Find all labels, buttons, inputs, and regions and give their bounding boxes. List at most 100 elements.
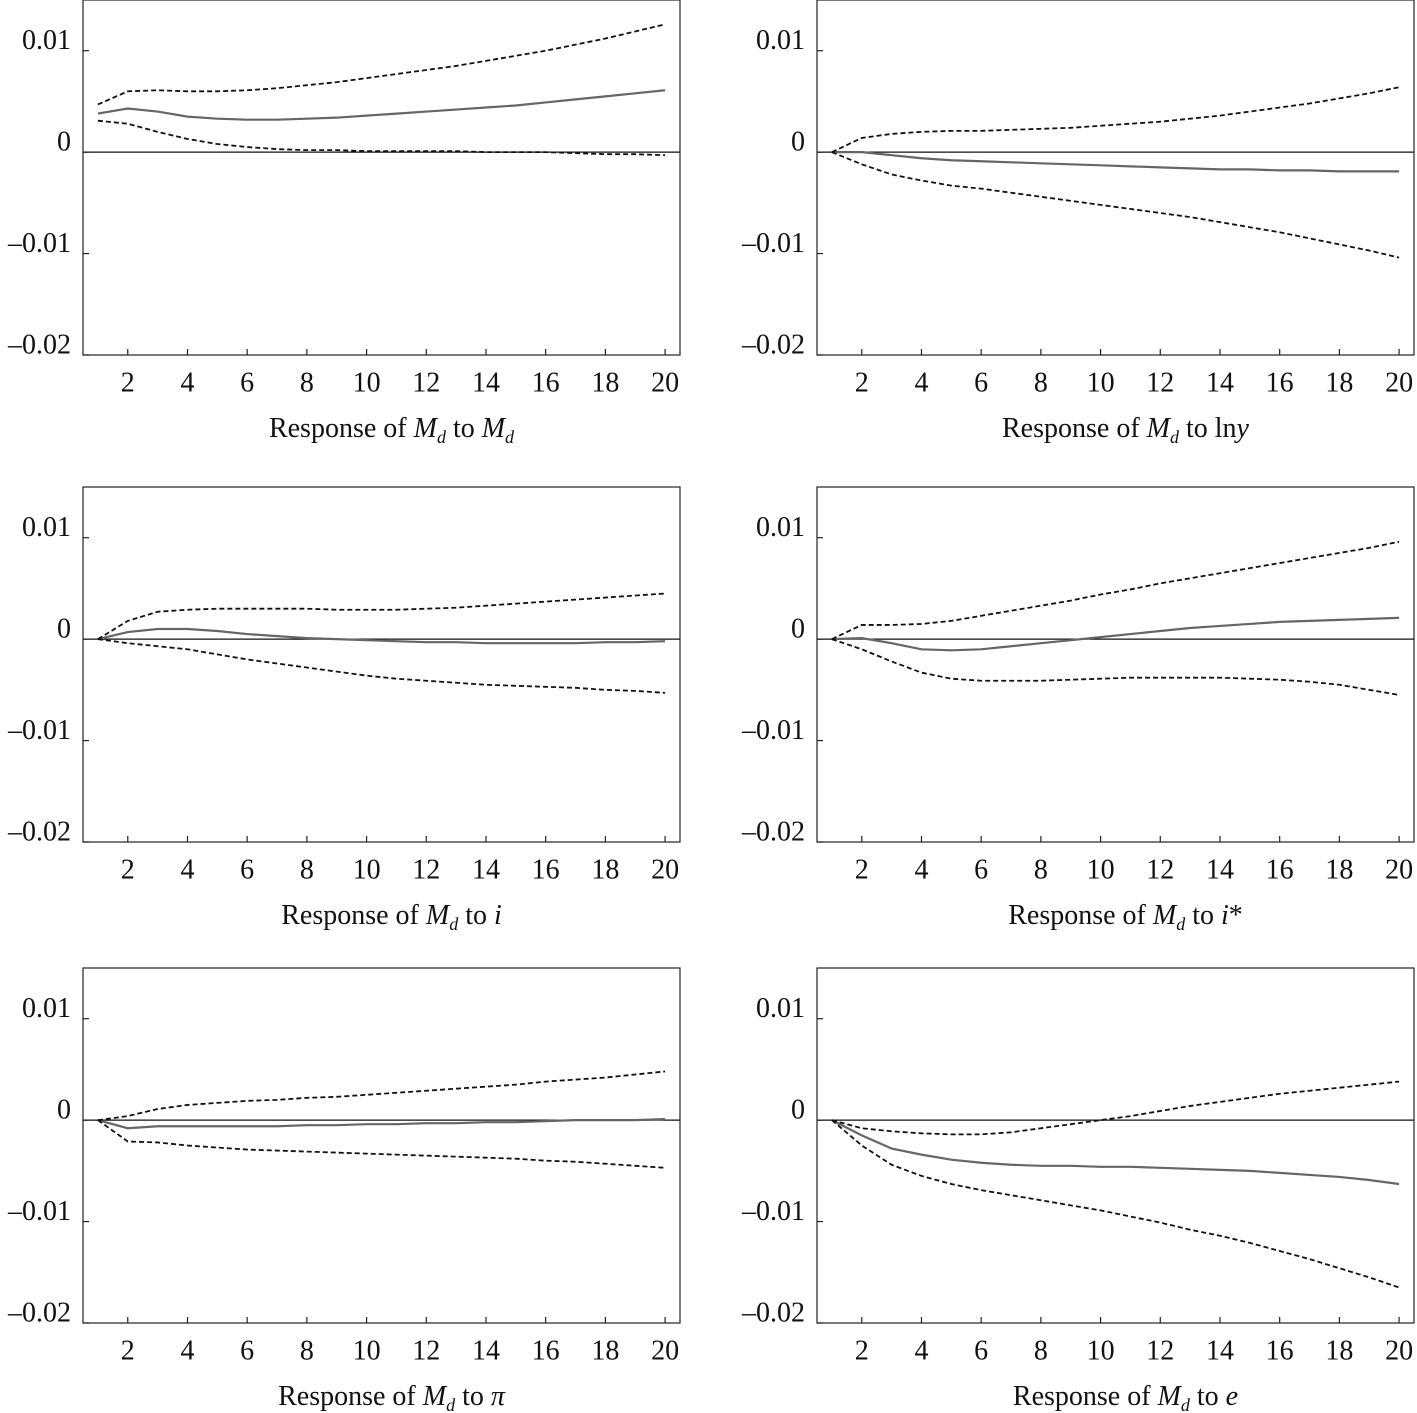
- x-tick-label: 18: [591, 1335, 619, 1366]
- x-tick-label: 14: [472, 1335, 500, 1366]
- x-tick-label: 16: [532, 854, 560, 885]
- x-tick-label: 20: [1385, 1335, 1413, 1366]
- confidence-band-line: [831, 86, 1400, 153]
- plot-frame: [816, 0, 1415, 356]
- y-tick-label: 0: [57, 614, 71, 645]
- panel: –0.02 –0.01 0 0.01 2 4 6 8 10 12 14 16 18 20 Response …: [741, 486, 1415, 934]
- x-tick-label: 2: [121, 1335, 135, 1366]
- x-tick-label: 14: [1206, 367, 1234, 398]
- confidence-band-line: [831, 540, 1400, 640]
- x-tick-label: 4: [180, 367, 194, 398]
- x-tick-label: 10: [353, 854, 381, 885]
- response-line: [831, 151, 1400, 173]
- response-line: [831, 616, 1400, 652]
- x-tick-label: 18: [591, 854, 619, 885]
- title-run: M: [1146, 413, 1172, 444]
- y-tick-label: –0.02: [741, 816, 805, 847]
- confidence-band-line: [831, 151, 1400, 259]
- panel: –0.02 –0.01 0 0.01 2 4 6 8 10 12 14 16 18 20 Response …: [741, 967, 1415, 1413]
- response-line: [97, 89, 666, 121]
- x-tick-label: 12: [412, 1335, 440, 1366]
- x-tick-label: 12: [412, 367, 440, 398]
- confidence-band-line: [831, 638, 1400, 696]
- x-tick-label: 6: [974, 367, 988, 398]
- title-run: M: [481, 413, 507, 444]
- title-run: Response of: [269, 413, 414, 444]
- response-line: [97, 627, 666, 645]
- y-tick-label: –0.02: [7, 1297, 71, 1328]
- title-run: d: [449, 914, 459, 934]
- y-tick-label: 0: [791, 614, 805, 645]
- title-run: to: [446, 413, 482, 444]
- title-run: d: [505, 427, 515, 447]
- x-tick-label: 18: [1325, 854, 1353, 885]
- plot-frame: [82, 486, 681, 843]
- x-tick-label: 12: [1146, 367, 1174, 398]
- panel: –0.02 –0.01 0 0.01 2 4 6 8 10 12 14 16 18 20 Response …: [7, 486, 681, 934]
- title-run: to ln: [1179, 413, 1237, 444]
- y-tick-label: –0.02: [7, 329, 71, 360]
- panel: –0.02 –0.01 0 0.01 2 4 6 8 10 12 14 16 18 20 Response …: [741, 0, 1415, 447]
- title-run: to: [1190, 1381, 1226, 1412]
- y-tick-label: 0.01: [756, 512, 805, 543]
- y-tick-label: 0.01: [22, 993, 71, 1024]
- title-run: e: [1226, 1381, 1238, 1412]
- x-tick-label: 14: [1206, 1335, 1234, 1366]
- panel: –0.02 –0.01 0 0.01 2 4 6 8 10 12 14 16 18 20 Response …: [7, 967, 681, 1413]
- confidence-band-line: [831, 1080, 1400, 1136]
- panel-title: Response of Md to Md: [269, 413, 515, 447]
- title-run: *: [1229, 900, 1243, 931]
- y-tick-label: –0.02: [7, 816, 71, 847]
- panel-title: Response of Md to π: [278, 1381, 506, 1413]
- x-tick-label: 14: [472, 367, 500, 398]
- y-tick-label: –0.01: [741, 715, 805, 746]
- title-run: M: [1157, 1381, 1183, 1412]
- x-tick-label: 18: [1325, 367, 1353, 398]
- x-tick-label: 6: [240, 1335, 254, 1366]
- x-tick-label: 8: [1034, 854, 1048, 885]
- x-tick-label: 14: [472, 854, 500, 885]
- x-tick-label: 8: [1034, 1335, 1048, 1366]
- panel-title: Response of Md to i*: [1008, 900, 1243, 934]
- plot-frame: [82, 0, 681, 356]
- x-tick-label: 4: [180, 1335, 194, 1366]
- x-tick-label: 20: [1385, 854, 1413, 885]
- x-tick-label: 16: [1266, 1335, 1294, 1366]
- y-tick-label: 0: [791, 127, 805, 158]
- title-run: M: [1152, 900, 1178, 931]
- x-tick-label: 10: [1087, 367, 1115, 398]
- x-tick-label: 4: [180, 854, 194, 885]
- plot-frame: [816, 967, 1415, 1324]
- x-tick-label: 16: [1266, 367, 1294, 398]
- response-line: [97, 1118, 666, 1130]
- y-tick-label: 0.01: [22, 512, 71, 543]
- title-run: d: [437, 427, 447, 447]
- x-tick-label: 20: [1385, 367, 1413, 398]
- confidence-band-line: [97, 1070, 666, 1122]
- title-run: d: [1181, 1395, 1191, 1413]
- x-tick-label: 6: [974, 854, 988, 885]
- x-tick-label: 20: [651, 367, 679, 398]
- y-tick-label: –0.01: [7, 1196, 71, 1227]
- plot-frame: [82, 967, 681, 1324]
- y-tick-label: –0.01: [741, 1196, 805, 1227]
- x-tick-label: 12: [412, 854, 440, 885]
- panel-title: Response of Md to lny: [1002, 413, 1250, 447]
- y-tick-label: –0.02: [741, 1297, 805, 1328]
- title-run: to: [455, 1381, 491, 1412]
- confidence-band-line: [97, 23, 666, 106]
- plot-frame: [816, 486, 1415, 843]
- x-tick-label: 20: [651, 854, 679, 885]
- x-tick-label: 4: [914, 367, 928, 398]
- title-run: M: [425, 900, 451, 931]
- title-run: M: [413, 413, 439, 444]
- x-tick-label: 2: [855, 854, 869, 885]
- x-tick-label: 6: [240, 367, 254, 398]
- y-tick-label: –0.01: [7, 715, 71, 746]
- y-tick-label: 0: [57, 127, 71, 158]
- title-run: d: [1176, 914, 1186, 934]
- x-tick-label: 6: [240, 854, 254, 885]
- title-run: Response of: [1013, 1381, 1158, 1412]
- x-tick-label: 14: [1206, 854, 1234, 885]
